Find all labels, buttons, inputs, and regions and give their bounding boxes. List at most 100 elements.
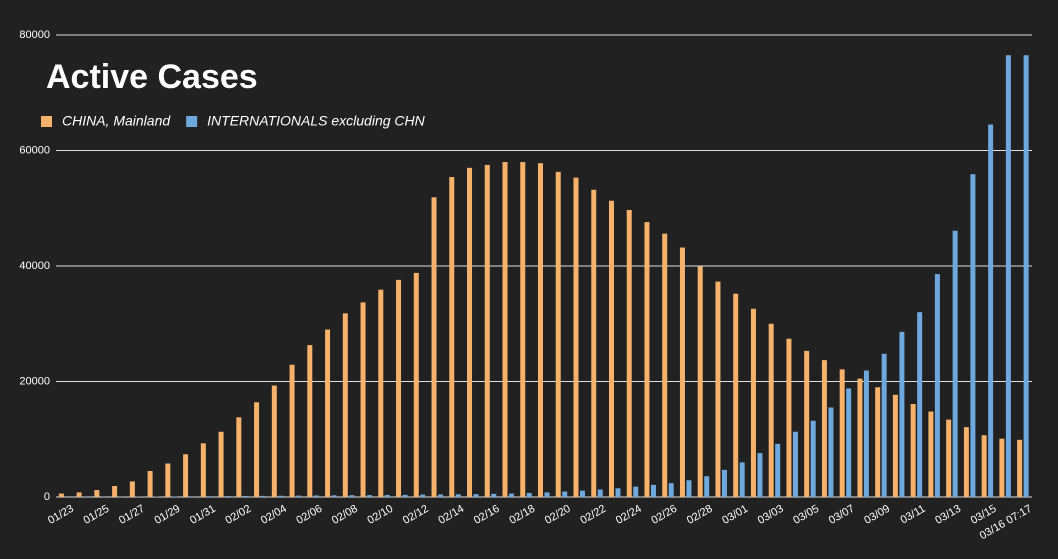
- bar: [94, 490, 100, 497]
- bar: [804, 350, 810, 497]
- y-tick-label: 60000: [19, 144, 50, 156]
- bar: [129, 481, 135, 497]
- x-tick-label: 02/12: [401, 503, 431, 527]
- bar: [739, 462, 745, 497]
- bar: [981, 435, 987, 497]
- y-tick-label: 0: [44, 491, 50, 503]
- bar: [218, 431, 224, 497]
- bar: [579, 490, 585, 497]
- bar: [1005, 55, 1011, 498]
- bar: [686, 480, 692, 497]
- bar: [988, 124, 994, 497]
- bar: [662, 233, 668, 497]
- bar: [608, 200, 614, 497]
- bar: [420, 494, 426, 497]
- bar: [679, 247, 685, 497]
- bar: [733, 293, 739, 497]
- bar: [260, 495, 266, 497]
- bar: [313, 495, 319, 497]
- x-tick-label: 02/06: [294, 503, 324, 527]
- bar: [520, 162, 526, 498]
- bar: [331, 495, 337, 497]
- x-tick-label: 03/05: [791, 503, 821, 527]
- bar: [396, 279, 402, 497]
- x-tick-label: 02/14: [436, 503, 466, 527]
- bar: [934, 274, 940, 497]
- bar: [307, 345, 313, 497]
- x-tick-label: 03/13: [933, 503, 963, 527]
- bar: [597, 489, 603, 497]
- bar: [278, 495, 284, 497]
- bar: [786, 338, 792, 497]
- bar: [242, 495, 248, 497]
- bar: [254, 402, 260, 497]
- x-tick-label: 02/16: [472, 503, 502, 527]
- bar: [438, 494, 444, 497]
- bar: [349, 495, 355, 497]
- bar: [484, 164, 490, 497]
- bar: [644, 222, 650, 498]
- bar: [721, 469, 727, 497]
- x-tick-label: 02/22: [578, 503, 608, 527]
- bar: [839, 369, 845, 497]
- bar: [378, 289, 384, 497]
- bar: [863, 370, 869, 497]
- x-tick-label: 01/29: [152, 503, 182, 527]
- bar: [846, 388, 852, 497]
- bar: [704, 476, 710, 497]
- x-tick-label: 01/25: [81, 503, 111, 527]
- bar: [875, 387, 881, 497]
- bar: [1023, 55, 1029, 498]
- x-tick-label: 02/10: [365, 503, 395, 527]
- bar: [668, 483, 674, 497]
- x-tick-label: 01/31: [188, 503, 218, 527]
- x-tick-label: 01/23: [46, 503, 76, 527]
- bar: [413, 272, 419, 497]
- bar: [952, 230, 958, 497]
- bar: [591, 189, 597, 497]
- x-tick-label: 02/02: [223, 503, 253, 527]
- x-tick-label: 02/28: [685, 503, 715, 527]
- legend-label: CHINA, Mainland: [62, 113, 171, 129]
- bar: [928, 411, 934, 497]
- legend-label: INTERNATIONALS excluding CHN: [207, 113, 425, 129]
- bar: [342, 313, 348, 497]
- bar: [449, 177, 455, 497]
- bar: [360, 302, 366, 497]
- bar: [573, 177, 579, 497]
- bar: [857, 378, 863, 497]
- bar: [538, 163, 543, 497]
- bar: [491, 493, 497, 497]
- bar: [296, 495, 302, 497]
- bar: [810, 420, 816, 497]
- legend-swatch: [186, 116, 198, 127]
- bar: [200, 443, 206, 497]
- bar: [502, 162, 508, 498]
- x-tick-label: 02/04: [259, 503, 289, 527]
- bar: [562, 491, 568, 497]
- x-tick-label: 03/11: [898, 503, 927, 527]
- bar: [828, 407, 834, 497]
- x-tick-label: 03/03: [756, 503, 786, 527]
- bar: [946, 419, 952, 497]
- x-tick-label: 03/07: [827, 503, 857, 527]
- bar: [715, 281, 721, 497]
- bar: [384, 494, 390, 497]
- bar: [768, 323, 774, 497]
- chart-title: Active Cases: [46, 58, 258, 96]
- bar: [58, 493, 64, 497]
- bar: [650, 484, 656, 497]
- bar: [555, 171, 561, 497]
- bar: [509, 493, 515, 497]
- bar: [626, 209, 632, 498]
- bar: [910, 404, 916, 497]
- y-tick-label: 40000: [19, 260, 50, 272]
- y-tick-label: 80000: [19, 29, 50, 41]
- bar: [697, 266, 703, 497]
- bar: [792, 431, 798, 497]
- bar: [455, 494, 461, 497]
- bar: [917, 312, 923, 497]
- bar: [750, 308, 756, 497]
- bar: [970, 174, 976, 498]
